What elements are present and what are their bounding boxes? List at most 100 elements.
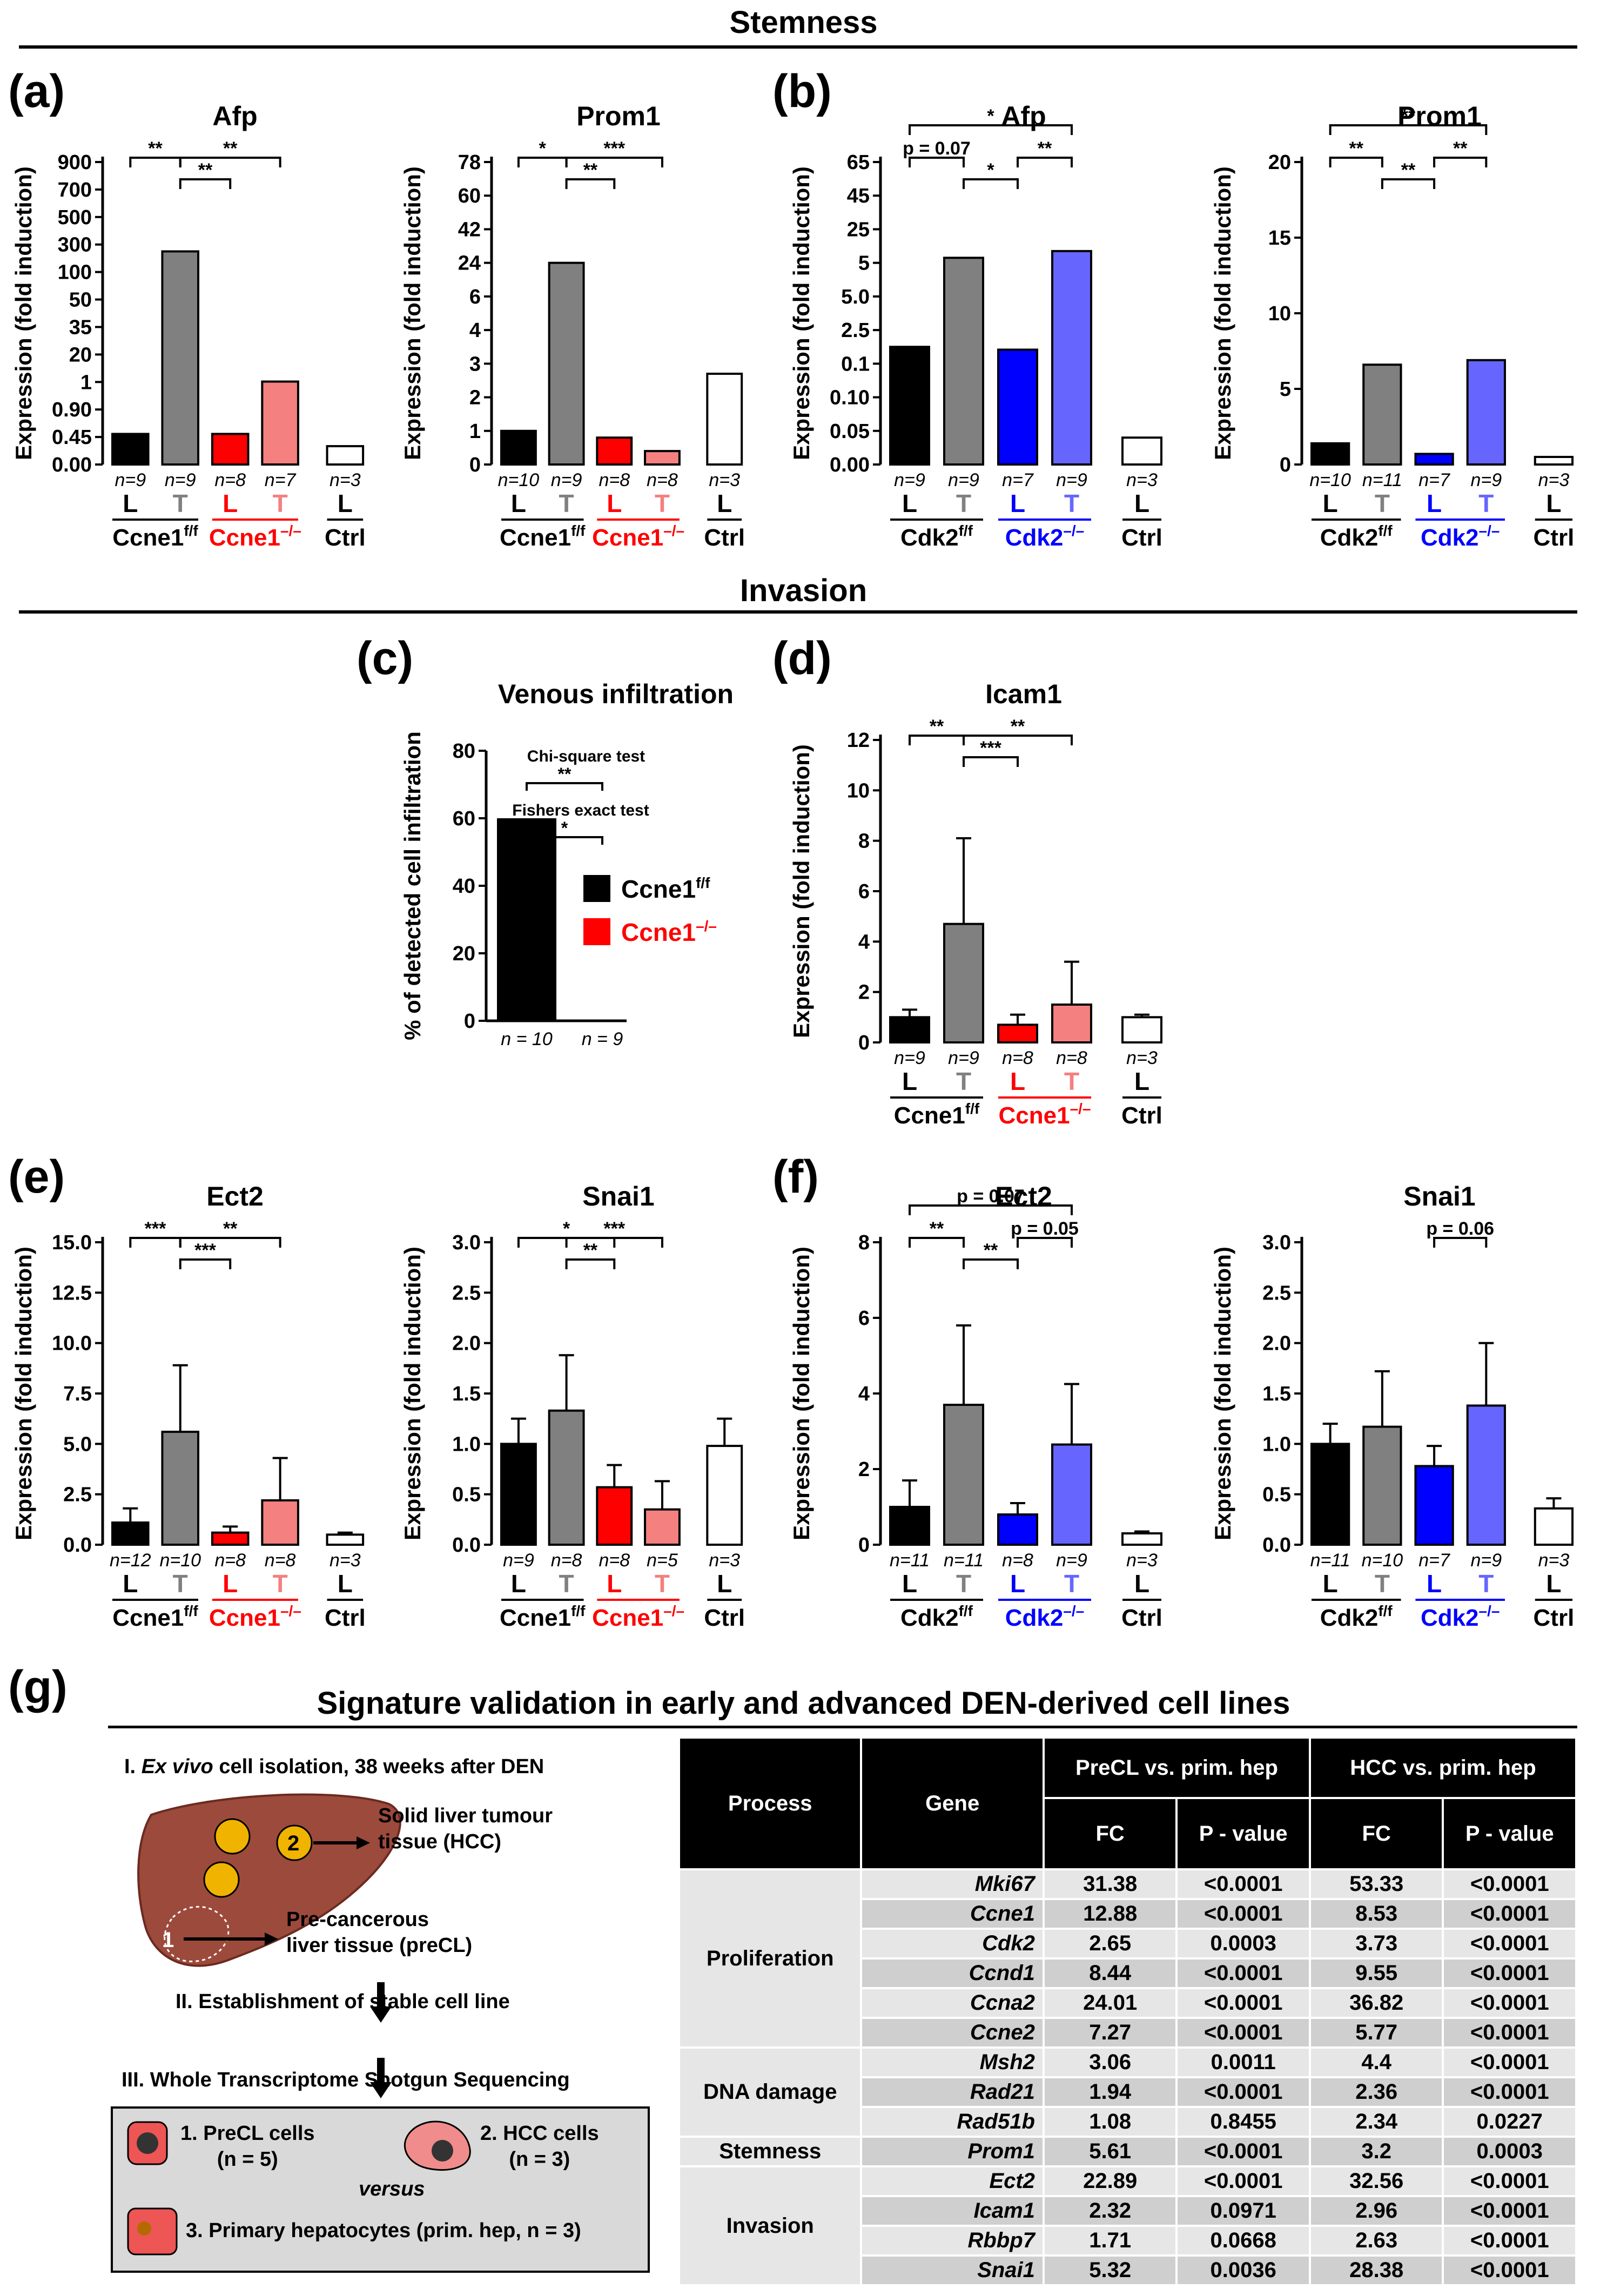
genotype-label-flox: Ccne1f/f <box>112 1603 198 1631</box>
table-row: Stemness Prom1 5.61 <0.0001 3.2 0.0003 <box>680 2138 1575 2165</box>
bar <box>500 429 537 466</box>
y-axis-label: Expression (fold induction) <box>400 166 425 460</box>
pvalue-cell: <0.0001 <box>1444 2078 1575 2106</box>
gene-cell: Snai1 <box>862 2257 1043 2284</box>
category-label: L <box>223 1570 238 1598</box>
y-tick-label: 10 <box>847 779 870 802</box>
category-label: T <box>1375 489 1390 517</box>
pvalue-cell: <0.0001 <box>1178 2167 1309 2195</box>
significance-label: * <box>539 138 547 159</box>
tumour-number: 2 <box>287 1832 299 1855</box>
category-label: T <box>1478 489 1494 517</box>
table-row: Rbbp7 1.71 0.0668 2.63 <0.0001 <box>680 2227 1575 2254</box>
y-tick-label: 0 <box>464 1010 475 1033</box>
fc-cell: 2.34 <box>1310 2108 1442 2136</box>
n-label: n=3 <box>1538 470 1570 490</box>
category-label: L <box>1546 1570 1561 1598</box>
table-row: Rad51b 1.08 0.8455 2.34 0.0227 <box>680 2108 1575 2136</box>
process-cell: Invasion <box>680 2167 860 2284</box>
arrow-head <box>357 1836 370 1849</box>
pvalue-cell: 0.0011 <box>1178 2049 1309 2076</box>
y-tick-label: 40 <box>453 875 475 898</box>
y-tick-label: 3 <box>469 353 481 375</box>
tumour-label: Solid liver tumour tissue (HCC) <box>378 1805 553 1853</box>
table-row: Ccne1 12.88 <0.0001 8.53 <0.0001 <box>680 1900 1575 1928</box>
n-label: n=10 <box>1362 1550 1403 1571</box>
arrow-head <box>265 1933 278 1945</box>
n-label: n=8 <box>1056 1048 1087 1068</box>
n-label: n=3 <box>1126 1550 1158 1571</box>
fc-cell: 32.56 <box>1310 2167 1442 2195</box>
significance-bracket <box>565 178 616 189</box>
y-tick-label: 4 <box>858 931 870 953</box>
significance-bracket <box>565 157 663 167</box>
n-label: n=11 <box>1362 470 1402 490</box>
chart-title: Snai1 <box>582 1181 654 1211</box>
y-tick-label: 20 <box>453 942 475 965</box>
n-label: n=7 <box>265 470 297 490</box>
legend-label: Ccne1f/f <box>621 874 710 903</box>
n-label: n=8 <box>214 470 246 490</box>
significance-label: ** <box>583 160 598 180</box>
n-label: n=7 <box>1418 1550 1450 1571</box>
fc-cell: 8.44 <box>1044 1960 1176 1987</box>
y-tick-label: 0.0 <box>63 1534 92 1557</box>
col-header-fc: FC <box>1310 1799 1442 1868</box>
y-tick-label: 0 <box>858 1032 870 1054</box>
y-tick-label: 4 <box>469 319 481 342</box>
y-axis-label: Expression (fold induction) <box>789 166 814 460</box>
table-row: Proliferation Mki67 31.38 <0.0001 53.33 <0.00… <box>680 1870 1575 2046</box>
pvalue-cell: <0.0001 <box>1444 2257 1575 2284</box>
significance-bracket <box>129 157 181 167</box>
n-label: n=8 <box>599 470 630 490</box>
category-label: T <box>655 1570 670 1598</box>
bar <box>997 1513 1038 1546</box>
fc-cell: 24.01 <box>1044 1989 1176 2017</box>
y-tick-label: 2 <box>469 387 481 409</box>
pvalue-cell: 0.0003 <box>1178 1930 1309 1957</box>
y-tick-label: 0.05 <box>830 420 870 443</box>
y-tick-label: 15.0 <box>52 1231 92 1254</box>
pvalue-cell: 0.0036 <box>1178 2257 1309 2284</box>
bar <box>644 450 681 466</box>
fc-cell: 31.38 <box>1044 1870 1176 1898</box>
col-header-gene: Gene <box>862 1739 1043 1868</box>
genotype-label-flox: Ccne1f/f <box>894 1100 980 1129</box>
y-tick-label: 6 <box>858 880 870 903</box>
genotype-label-flox: Cdk2f/f <box>1320 1603 1393 1631</box>
workflow-step2: II. Establishment of stable cell line <box>176 1990 510 2013</box>
significance-bracket <box>179 157 281 167</box>
genotype-label-ko: Ccne1–/– <box>592 522 684 551</box>
genotype-label-ctrl: Ctrl <box>1121 1102 1162 1129</box>
fc-cell: 1.94 <box>1044 2078 1176 2106</box>
y-tick-label: 0.45 <box>52 426 92 449</box>
significance-bracket <box>1017 1237 1073 1248</box>
fc-cell: 3.06 <box>1044 2049 1176 2076</box>
chart-ect2-ccne1: Ect2 Expression (fold induction) 0.0 2.5 5.0… <box>11 1181 366 1631</box>
n-label: n=9 <box>948 470 979 490</box>
hepatocyte-icon <box>127 2207 178 2255</box>
genotype-label-ctrl: Ctrl <box>1121 1605 1162 1631</box>
pvalue-cell: <0.0001 <box>1444 2049 1575 2076</box>
pvalue-cell: <0.0001 <box>1444 1900 1575 1928</box>
y-tick-label: 100 <box>58 261 92 284</box>
chart-icam1: Icam1 Expression (fold induction) 0 2 4 6 8 10 1… <box>789 679 1162 1129</box>
n-label: n=3 <box>1126 470 1158 490</box>
y-tick-label: 1 <box>469 420 481 443</box>
panel-label-c: (c) <box>357 632 414 684</box>
fc-cell: 5.61 <box>1044 2138 1176 2165</box>
bar <box>1051 250 1092 466</box>
y-tick-label: 0.0 <box>1262 1534 1291 1557</box>
process-cell: Stemness <box>680 2138 860 2165</box>
bar <box>1362 363 1402 466</box>
y-tick-label: 300 <box>58 234 92 257</box>
precl-cells-label: 1. PreCL cells (n = 5) <box>180 2122 315 2171</box>
significance-label: * <box>987 106 994 126</box>
fc-cell: 9.55 <box>1310 1960 1442 1987</box>
y-tick-label: 3.0 <box>1262 1231 1291 1254</box>
n-label: n = 10 <box>501 1029 553 1049</box>
significance-label: ** <box>1011 716 1025 737</box>
category-label: T <box>956 1067 971 1095</box>
significance-label: ** <box>148 138 163 159</box>
